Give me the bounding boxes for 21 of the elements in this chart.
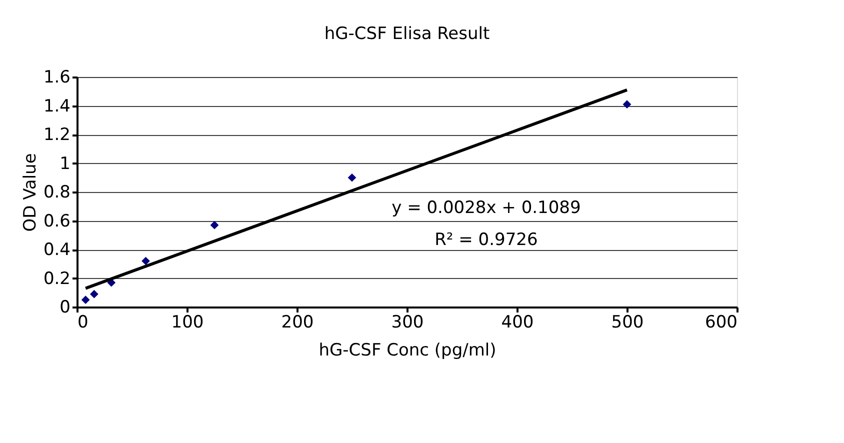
x-tick-label: 200	[281, 312, 314, 332]
x-axis-title: hG-CSF Conc (pg/ml)	[318, 340, 496, 360]
y-tick-label: 1	[60, 154, 70, 174]
y-tick-label: 0.6	[43, 211, 70, 232]
annotation: R² = 0.9726	[434, 230, 538, 250]
annotation: y = 0.0028x + 0.1089	[392, 198, 581, 218]
x-tick-label: 100	[171, 312, 204, 332]
y-axis-title: OD Value	[20, 153, 40, 232]
x-tick-label: 500	[611, 312, 644, 332]
x-tick-label: 400	[501, 312, 534, 332]
chart-title: hG-CSF Elisa Result	[324, 24, 490, 44]
x-tick-label: 300	[391, 312, 424, 332]
y-tick-label: 1.2	[43, 125, 70, 145]
y-tick-label: 0	[60, 298, 70, 318]
y-tick-label: 1.6	[43, 68, 70, 88]
y-tick-label: 0.2	[43, 268, 70, 289]
y-tick-label: 0.8	[43, 182, 70, 202]
x-tick-label: 600	[705, 312, 738, 332]
y-tick-label: 1.4	[43, 96, 70, 116]
y-tick-label: 0.4	[43, 240, 70, 260]
x-tick-label: 0	[78, 312, 88, 332]
